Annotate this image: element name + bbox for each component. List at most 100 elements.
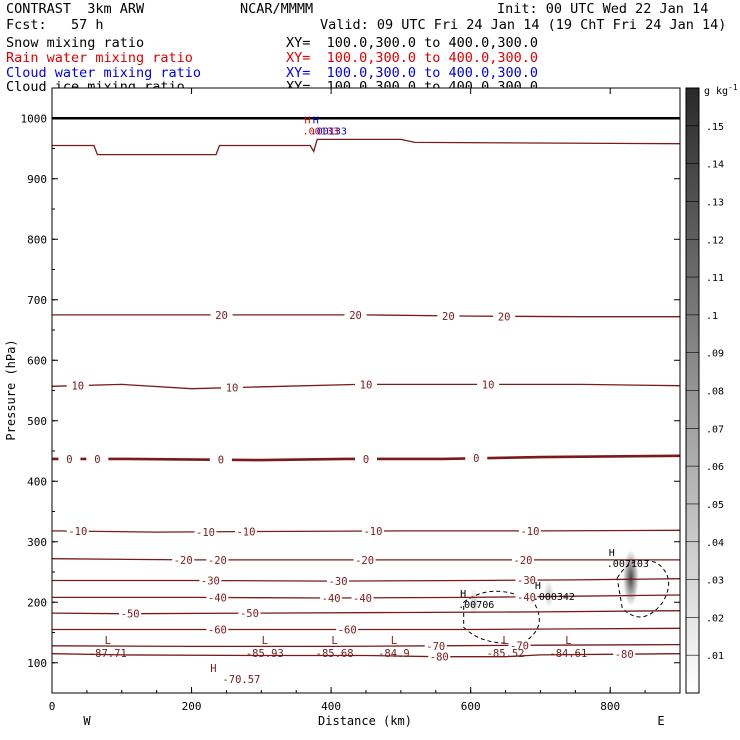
- isotherm-label: -40: [208, 593, 227, 605]
- legend-rain-label: Rain water mixing ratio: [6, 50, 193, 66]
- cloud-shading: [543, 580, 554, 609]
- isotherm-label-bg: [234, 525, 257, 537]
- isotherm-label-bg: [119, 607, 142, 619]
- isotherm-label: 10: [482, 379, 495, 391]
- isotherm-label: 0: [94, 454, 100, 466]
- isotherm-label: 0: [363, 454, 369, 466]
- y-tick-label: 800: [27, 233, 47, 246]
- x-tick-label: 800: [600, 700, 620, 713]
- east-label: E: [657, 714, 664, 728]
- maximum-marker: H: [305, 115, 311, 126]
- isotherm-label-bg: [58, 452, 81, 464]
- colorbar-tick-label: .03: [706, 576, 724, 587]
- valid-time: Valid: 09 UTC Fri 24 Jan 14 (19 ChT Fri …: [320, 17, 727, 33]
- isotherm-label: -10: [236, 527, 255, 539]
- isotherm-label-bg: [320, 592, 343, 604]
- high-marker: H: [210, 663, 216, 675]
- colorbar-tick-label: .01: [706, 651, 724, 662]
- y-tick-label: 300: [27, 536, 47, 549]
- isotherm-line: [51, 529, 681, 533]
- low-value: -87.71: [89, 648, 127, 660]
- isotherm-label: -20: [355, 555, 374, 567]
- isotherm-label: -80: [430, 652, 449, 664]
- y-tick-label: 900: [27, 173, 47, 186]
- isotherm-line: [52, 578, 681, 582]
- west-label: W: [83, 714, 91, 728]
- isotherm-label: -20: [174, 555, 193, 567]
- isotherm-label-bg: [515, 590, 538, 602]
- isotherm-label-bg: [477, 378, 500, 390]
- colorbar-tick-label: .12: [706, 235, 724, 246]
- isotherm-label: -20: [514, 555, 533, 567]
- init-time: Init: 00 UTC Wed 22 Jan 14: [497, 1, 709, 17]
- colorbar-tick-label: .04: [706, 538, 724, 549]
- near-surface-contour: [52, 138, 681, 156]
- forecast-hour: Fcst: 57 h: [6, 17, 104, 33]
- isotherm-line: [51, 383, 681, 390]
- maximum-marker: H: [313, 115, 319, 126]
- isotherm-label-bg: [508, 639, 531, 651]
- isotherm-label: 20: [349, 310, 362, 322]
- low-marker: L: [331, 635, 337, 647]
- isotherm-label: 20: [442, 311, 455, 323]
- colorbar-tick-label: .15: [706, 122, 724, 133]
- maximum-value: .00706: [458, 600, 494, 611]
- isotherm-line: [51, 653, 681, 658]
- x-tick-label: 400: [321, 700, 341, 713]
- isotherm-label: -40: [517, 592, 536, 604]
- y-tick-label: 200: [27, 596, 47, 609]
- isotherm-label-bg: [355, 378, 377, 390]
- isotherm-label: -70: [426, 641, 445, 653]
- isotherm-label: -70: [510, 640, 529, 652]
- isotherm-label: 20: [215, 310, 228, 322]
- cloud-outline: [616, 559, 670, 618]
- isotherm-label-bg: [437, 309, 460, 321]
- colorbar-tick-label: .08: [706, 387, 724, 398]
- colorbar-tick-label: .13: [706, 197, 724, 208]
- colorbar-tick-label: .05: [706, 500, 724, 511]
- isotherm-label: 0: [473, 453, 479, 465]
- isotherm-label-bg: [209, 453, 232, 465]
- isotherm-label-bg: [66, 525, 89, 537]
- isotherm-label-bg: [221, 381, 244, 393]
- isotherm-label-bg: [428, 650, 451, 662]
- low-marker: L: [502, 635, 508, 647]
- y-tick-label: 600: [27, 354, 47, 367]
- x-tick-label: 600: [461, 700, 481, 713]
- high-value: -70.57: [222, 674, 260, 686]
- colorbar: g kg-1 .01 .02 .03 .04 .05 .06 .07 .08 .09 .1 .11.…: [685, 83, 738, 694]
- isotherm-label-bg: [210, 308, 233, 320]
- isotherm-label-bg: [613, 648, 636, 660]
- maximum-marker: H: [460, 589, 466, 600]
- isotherm-label: -50: [240, 608, 259, 620]
- isotherm-label-bg: [66, 379, 89, 391]
- legend-rain-xy: XY= 100.0,300.0 to 400.0,300.0: [286, 50, 538, 66]
- center-markers: L-87.71L-85.93L-85.68L-84.9L-85.52L-84.6…: [89, 115, 649, 685]
- isotherm-line: [51, 643, 681, 648]
- isotherm-contours: -80 -80-70 -70-60 -60-50 -50-40 -40 -40 -40-30-…: [51, 117, 681, 664]
- isotherm-label: -30: [517, 575, 536, 587]
- isotherm-line: [52, 627, 681, 631]
- isotherm-label: 20: [498, 311, 511, 323]
- isotherm-label: -20: [208, 555, 227, 567]
- isotherm-label-bg: [86, 452, 109, 464]
- colorbar-unit-label: g kg-1: [704, 83, 738, 97]
- isotherm-line: [52, 594, 681, 599]
- cloud-outline: [463, 590, 540, 644]
- colorbar-tick-label: .02: [706, 613, 724, 624]
- isotherm-label: -10: [520, 526, 539, 538]
- isotherm-label: 0: [66, 454, 72, 466]
- isotherm-label: 10: [226, 383, 239, 395]
- y-tick-label: 700: [27, 294, 47, 307]
- low-value: -84.61: [549, 648, 587, 660]
- isotherm-label-bg: [424, 639, 447, 651]
- isotherm-line: [52, 454, 681, 462]
- low-value: -85.93: [246, 648, 284, 660]
- maximum-value: .000342: [533, 592, 575, 603]
- maximum-value: .00133: [311, 126, 347, 137]
- y-tick-label: 1000: [21, 112, 48, 125]
- isotherm-label-bg: [465, 452, 488, 464]
- colorbar-tick-label: .07: [706, 424, 724, 435]
